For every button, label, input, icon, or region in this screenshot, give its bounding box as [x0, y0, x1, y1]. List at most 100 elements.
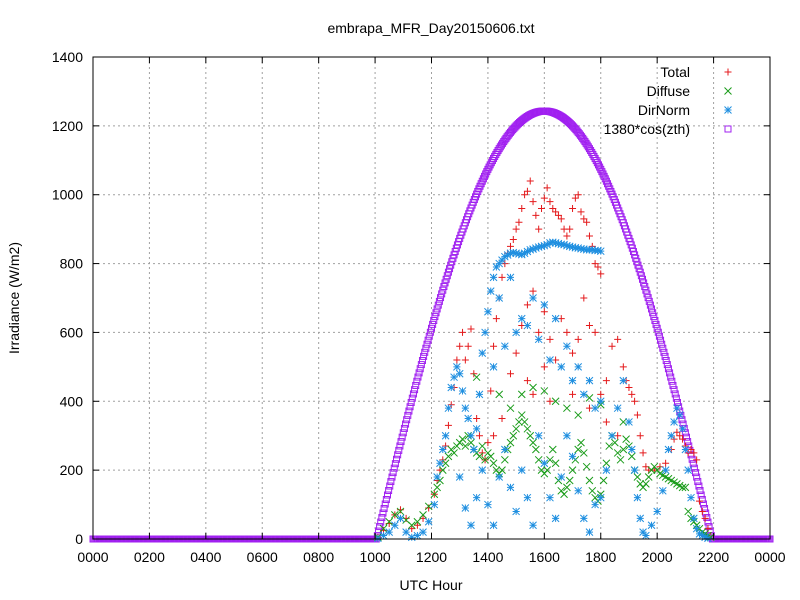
total-point: [535, 328, 543, 336]
diffuse-point: [475, 452, 484, 461]
total-point: [509, 235, 517, 243]
dirnorm-point: [532, 244, 540, 252]
y-tick-label: 600: [60, 324, 84, 340]
total-point: [679, 435, 687, 443]
dirnorm-point: [560, 240, 568, 249]
diffuse-point: [574, 411, 583, 419]
cos-zth-point: [439, 286, 447, 294]
dirnorm-point: [551, 314, 560, 323]
legend-marker: [724, 106, 732, 114]
dirnorm-point: [444, 404, 453, 413]
diffuse-point: [568, 466, 577, 474]
cos-zth-point: [382, 496, 390, 504]
dirnorm-point: [540, 301, 549, 309]
total-point: [526, 177, 534, 185]
total-point: [459, 328, 467, 336]
dirnorm-point: [546, 239, 554, 247]
diffuse-point: [560, 490, 568, 499]
cos-zth-point: [394, 451, 402, 459]
dirnorm-point: [698, 531, 707, 540]
cos-zth-point: [434, 301, 442, 309]
dirnorm-point: [390, 521, 399, 530]
total-point: [529, 198, 537, 206]
diffuse-point: [379, 524, 388, 533]
total-point: [602, 418, 610, 426]
dirnorm-point: [503, 251, 512, 259]
cos-zth-point: [406, 403, 414, 411]
total-point: [512, 349, 520, 357]
y-axis-label: Irradiance (W/m2): [6, 242, 22, 354]
grid-lines: [93, 57, 770, 539]
diffuse-point: [529, 383, 537, 392]
dirnorm-point: [467, 521, 475, 530]
dirnorm-point: [379, 531, 388, 540]
diffuse-point: [540, 387, 549, 395]
cos-zth-point: [444, 268, 452, 276]
diffuse-point: [644, 473, 653, 481]
dirnorm-point: [695, 529, 704, 538]
total-point: [569, 390, 577, 398]
x-tick-label: 1600: [529, 549, 560, 565]
dirnorm-point: [478, 349, 487, 357]
diffuse-point: [548, 445, 557, 454]
cos-zth-point: [408, 394, 416, 402]
diffuse-point: [450, 449, 458, 457]
diffuse-point: [619, 418, 628, 426]
diffuse-point: [430, 490, 439, 499]
cos-zth-point: [415, 369, 423, 377]
diffuse-point: [678, 483, 687, 492]
cos-zth-point: [396, 442, 404, 450]
diffuse-point: [619, 445, 628, 454]
dirnorm-point: [557, 363, 566, 371]
diffuse-point: [577, 438, 585, 447]
dirnorm-point: [667, 431, 676, 440]
diffuse-point: [506, 438, 515, 447]
cos-zth-point: [424, 336, 432, 344]
cos-zth-point: [663, 361, 671, 369]
dirnorm-point: [529, 245, 537, 253]
dirnorm-point: [574, 363, 583, 371]
total-point: [523, 377, 531, 385]
cos-zth-point: [645, 297, 653, 305]
cos-zth-point: [381, 500, 389, 508]
total-point: [413, 521, 421, 529]
dirnorm-point: [455, 473, 464, 481]
cos-zth-point: [386, 482, 394, 490]
diffuse-point: [532, 445, 540, 454]
legend-label: DirNorm: [638, 102, 690, 118]
dirnorm-point: [523, 493, 532, 502]
cos-zth-point: [405, 407, 413, 415]
diffuse-point: [495, 390, 504, 399]
cos-zth-point: [435, 297, 443, 305]
cos-zth-point: [652, 320, 660, 328]
total-point: [569, 349, 577, 357]
cos-zth-point: [385, 487, 393, 495]
diffuse-point: [458, 435, 467, 444]
total-point: [631, 397, 639, 405]
dirnorm-point: [548, 238, 557, 247]
total-point: [563, 232, 571, 240]
cos-zth-point: [443, 272, 451, 280]
cos-zth-point: [643, 290, 651, 298]
diffuse-point: [481, 455, 489, 464]
dirnorm-point: [661, 466, 670, 474]
y-tick-label: 800: [60, 256, 84, 272]
dirnorm-point: [540, 459, 549, 468]
cos-zth-point: [437, 294, 445, 302]
dirnorm-point: [630, 466, 639, 474]
legend-marker: [724, 68, 732, 76]
diffuse-point: [588, 486, 597, 495]
total-point: [506, 242, 514, 250]
total-point: [475, 432, 483, 440]
cos-zth-point: [416, 365, 424, 373]
total-point: [566, 225, 574, 233]
diffuse-point: [622, 435, 630, 444]
cos-zth-point: [697, 491, 705, 499]
total-point: [540, 308, 548, 316]
diffuse-point: [529, 438, 537, 447]
cos-zth-point: [650, 313, 658, 321]
total-point: [444, 421, 452, 429]
cos-zth-point: [641, 283, 649, 291]
dirnorm-point: [520, 249, 529, 258]
dirnorm-point: [647, 521, 656, 530]
